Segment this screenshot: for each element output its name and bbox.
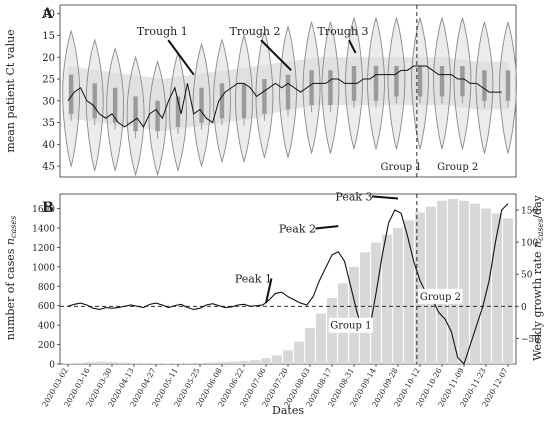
group-label: Group 2 (437, 162, 478, 173)
cases-bar (107, 362, 117, 364)
annotation-label: Trough 1 (137, 25, 188, 38)
y2tick-label: −50 (521, 335, 540, 345)
panel-b-y2label-sub: cases (536, 219, 545, 241)
cases-bar (85, 362, 95, 364)
annotation-label: Trough 2 (230, 25, 281, 38)
panel-b-ylabel-italic: n (4, 238, 17, 245)
violin-box (506, 70, 510, 100)
panel-b-line-layer (60, 194, 516, 364)
cases-bar (206, 363, 216, 364)
ytick-label: 20 (42, 53, 55, 64)
ytick-label: 400 (38, 322, 55, 332)
cases-bar (503, 218, 513, 364)
y2tick-label: 150 (521, 207, 538, 217)
violin-box (199, 88, 203, 123)
panel-a-yticks: 10 15 20 25 30 35 40 45 (42, 9, 60, 172)
panel-b-xticks: 2020-03-022020-03-162020-03-302020-04-13… (40, 364, 510, 408)
ytick-label: 10 (42, 9, 55, 20)
cases-bar (316, 313, 326, 364)
panel-b-yticks: 0 200 400 600 800 1000 1200 1400 1600 (32, 205, 60, 370)
cases-bar (250, 360, 260, 364)
cases-bar (74, 363, 84, 364)
violin-box (220, 83, 224, 118)
cases-bar (382, 235, 392, 364)
ytick-label: 25 (42, 75, 55, 86)
cases-bar (437, 201, 447, 364)
cases-bar (283, 350, 293, 364)
violin-box (242, 83, 246, 118)
ytick-label: 35 (42, 118, 55, 129)
panel-a: A mean patient Ct value 1015202530354045… (4, 5, 517, 177)
group-label: Group 2 (420, 292, 461, 303)
ytick-label: 200 (38, 341, 55, 351)
panel-a-ylabel: mean patient Ct value (4, 29, 17, 152)
ytick-label: 1600 (32, 205, 55, 215)
cases-bar (393, 228, 403, 364)
annotation-label: Peak 1 (235, 273, 272, 286)
violin-box (440, 66, 444, 96)
panel-b-ylabel-main: number of cases (4, 245, 17, 340)
group-label: Group 1 (381, 162, 422, 173)
y2tick-label: 0 (521, 303, 527, 313)
violin-box (262, 79, 266, 114)
ytick-label: 45 (42, 162, 55, 173)
cases-bar (426, 207, 436, 364)
ytick-label: 1400 (32, 225, 55, 235)
violin-box (133, 96, 137, 131)
violin-box (113, 88, 117, 123)
panel-b-ylabel-sub: cases (9, 216, 18, 238)
cases-bar (228, 362, 238, 364)
annotation-label: Peak 2 (279, 222, 316, 235)
cases-bar (481, 209, 491, 364)
ytick-label: 30 (42, 96, 55, 107)
annotation-arrow (372, 196, 398, 198)
panel-b-frame (60, 194, 516, 364)
violin-box (394, 66, 398, 96)
ytick-label: 0 (49, 361, 55, 371)
ytick-label: 15 (42, 31, 55, 42)
group-label: Group 1 (330, 321, 371, 332)
ytick-label: 1000 (32, 263, 55, 273)
cases-bar (239, 361, 249, 364)
violin-box (418, 66, 422, 96)
cases-bar (184, 363, 194, 364)
cases-bar (371, 243, 381, 364)
cases-bar (272, 355, 282, 364)
violin-box (93, 83, 97, 118)
ytick-label: 800 (38, 283, 55, 293)
cases-bar (140, 363, 150, 364)
panel-b-ylabel: number of cases ncases (4, 216, 18, 340)
panel-a-violins (63, 18, 517, 175)
y2tick-label: 100 (521, 239, 538, 249)
violin-box (374, 66, 378, 101)
cases-bar (217, 362, 227, 364)
ytick-label: 40 (42, 140, 55, 151)
violin-box (155, 101, 159, 131)
cases-bar (118, 363, 128, 364)
annotation-label: Peak 3 (335, 190, 372, 203)
panel-b: B number of cases ncases Weekly growth r… (4, 190, 545, 417)
cases-bar (129, 363, 139, 364)
cases-bar (195, 363, 205, 364)
violin-box (286, 75, 290, 110)
cases-bar (294, 342, 304, 364)
cases-bar (305, 328, 315, 364)
ytick-label: 1200 (32, 244, 55, 254)
cases-bar (459, 201, 469, 364)
y2tick-label: 50 (521, 271, 533, 281)
violin-box (482, 70, 486, 100)
annotation-arrow (315, 226, 338, 228)
cases-bar (360, 252, 370, 364)
violin-box (460, 66, 464, 96)
cases-bar (261, 358, 271, 364)
cases-bar (96, 362, 106, 364)
violin-box (328, 70, 332, 105)
ytick-label: 600 (38, 302, 55, 312)
annotation-label: Trough 3 (318, 25, 369, 38)
violin-box (309, 70, 313, 105)
